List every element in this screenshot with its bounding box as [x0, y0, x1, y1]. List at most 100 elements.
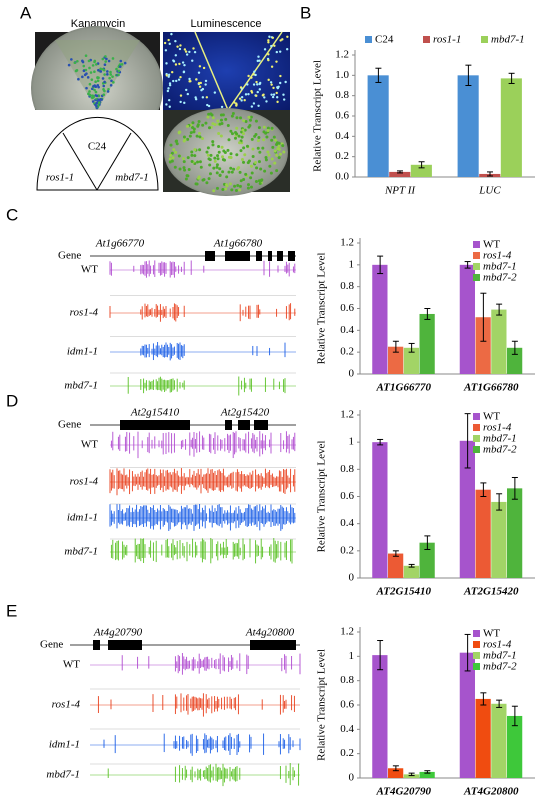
error-bar [424, 770, 431, 774]
seedling [263, 169, 267, 173]
seedling [103, 80, 106, 84]
seedling [217, 150, 221, 154]
seedling [239, 149, 243, 153]
seedling [213, 156, 217, 160]
y-tick-label: 0.8 [340, 674, 354, 686]
y-tick-label: 0.4 [335, 130, 349, 142]
seedling [123, 61, 127, 65]
seedling [176, 45, 179, 48]
seedlings [67, 32, 289, 193]
bar [367, 75, 389, 177]
seedling [199, 165, 203, 169]
seedling [254, 119, 258, 123]
seedling [105, 57, 108, 61]
seedling [249, 115, 253, 119]
seedling [182, 157, 186, 161]
seedling [238, 97, 242, 100]
track-label: ros1-4 [70, 307, 99, 319]
y-tick-label: 0.6 [340, 302, 354, 314]
legend-swatch [423, 36, 430, 43]
seedling [93, 59, 97, 63]
seedling [229, 129, 233, 133]
seedling [270, 65, 274, 68]
seedling [277, 156, 281, 160]
seedling [88, 90, 91, 93]
seedling [239, 116, 243, 120]
exon [108, 640, 142, 650]
bar [475, 698, 491, 778]
seedling [242, 160, 246, 164]
seedling [230, 170, 234, 174]
seedling [178, 167, 182, 171]
seedling [171, 156, 175, 160]
seedling [191, 121, 195, 125]
legend-swatch [473, 435, 480, 442]
seedling [89, 71, 93, 74]
seedling [104, 60, 107, 63]
gene-name: At4g20800 [245, 627, 295, 639]
bar [507, 715, 523, 778]
seedling [88, 66, 91, 70]
seedling [181, 61, 185, 64]
seedling [240, 135, 244, 139]
seedling [183, 168, 187, 172]
seedling [197, 176, 201, 180]
bar [491, 309, 507, 374]
y-tick-label: 1.2 [335, 49, 349, 61]
seedling [258, 181, 262, 185]
seedling [276, 100, 279, 104]
seedling [270, 126, 274, 130]
seedling [215, 163, 219, 167]
seedling [268, 164, 272, 168]
legend-swatch [473, 274, 480, 281]
bar [388, 553, 404, 578]
seedling [284, 80, 287, 84]
seedling [195, 78, 198, 81]
seedling [242, 146, 246, 150]
seedling [233, 101, 236, 104]
y-tick-label: 1.2 [340, 237, 354, 249]
seedling [267, 53, 270, 56]
bar [372, 655, 388, 778]
seedling [235, 153, 239, 157]
seedling [111, 75, 114, 78]
seedling [198, 160, 202, 164]
seedling [194, 98, 198, 101]
seedling [249, 176, 253, 180]
seedling [218, 167, 222, 171]
seedling [168, 82, 172, 85]
seedling [265, 100, 268, 103]
seedling [204, 83, 207, 86]
x-tick-label: AT2G15420 [463, 586, 519, 598]
seedling [275, 153, 279, 157]
y-tick-label: 0 [349, 368, 355, 380]
seedling [197, 131, 201, 135]
seedling [191, 59, 194, 62]
seedling [97, 85, 100, 89]
x-tick-label: AT1G66780 [463, 382, 519, 394]
seedling [179, 44, 182, 47]
legend-swatch [473, 413, 480, 420]
seedling [251, 147, 255, 151]
seedling [179, 100, 182, 104]
seedling [221, 187, 225, 191]
seedling [189, 79, 192, 83]
seedling [96, 76, 99, 79]
seedling [257, 135, 261, 139]
seedling [278, 50, 282, 53]
seedling [170, 151, 174, 155]
seedling [193, 50, 197, 54]
error-bar [424, 308, 431, 320]
seedling [254, 73, 257, 77]
seedling [242, 119, 246, 123]
seedling [258, 88, 261, 91]
seedling [168, 42, 171, 46]
seedling [207, 177, 211, 181]
seedling [106, 73, 109, 76]
seedling [201, 123, 205, 127]
seedling [246, 83, 249, 86]
bar [403, 347, 419, 374]
seedling [170, 70, 174, 74]
track-label: mbd7-1 [64, 546, 98, 558]
seedling [254, 180, 258, 184]
